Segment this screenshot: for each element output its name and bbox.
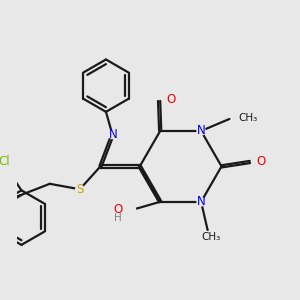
Text: CH₃: CH₃ xyxy=(202,232,221,242)
Text: N: N xyxy=(197,124,206,137)
Circle shape xyxy=(197,198,205,206)
Text: N: N xyxy=(109,128,117,141)
Text: O: O xyxy=(114,203,123,217)
Circle shape xyxy=(197,127,205,135)
Text: H: H xyxy=(114,213,122,223)
Text: Cl: Cl xyxy=(0,155,10,169)
Text: S: S xyxy=(76,183,83,196)
Text: N: N xyxy=(197,195,206,208)
Circle shape xyxy=(76,185,84,193)
Text: O: O xyxy=(166,93,176,106)
Circle shape xyxy=(128,206,136,214)
Circle shape xyxy=(109,131,116,139)
Text: CH₃: CH₃ xyxy=(239,113,258,123)
Text: O: O xyxy=(256,155,266,169)
